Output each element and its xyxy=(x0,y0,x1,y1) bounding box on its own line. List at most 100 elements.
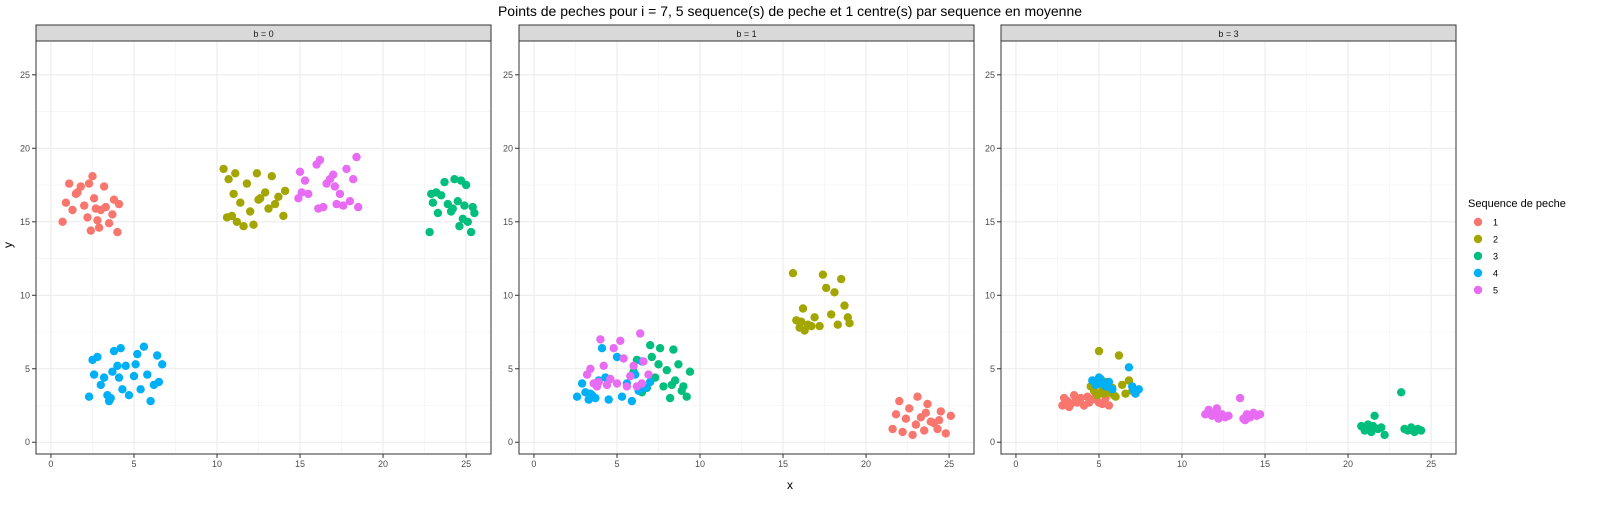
legend-label: 5 xyxy=(1493,286,1498,296)
data-point xyxy=(1224,411,1233,420)
data-point xyxy=(88,172,97,181)
series-5 xyxy=(1201,393,1265,425)
y-tick-label: 0 xyxy=(990,437,995,447)
data-point xyxy=(84,392,94,401)
x-axis-label: x xyxy=(787,478,793,492)
data-point xyxy=(354,202,363,212)
data-point xyxy=(923,399,932,409)
data-point xyxy=(222,213,232,222)
data-point xyxy=(274,192,283,201)
y-axis-label: y xyxy=(1,242,15,248)
data-point xyxy=(1064,402,1074,412)
facet-strip-label: b = 1 xyxy=(736,29,756,39)
data-point xyxy=(329,170,338,179)
data-point xyxy=(577,379,587,388)
x-tick-label: 5 xyxy=(1096,459,1101,469)
y-tick-label: 10 xyxy=(503,290,513,300)
data-point xyxy=(456,176,466,185)
data-point xyxy=(99,373,109,382)
facet-panel: b = 0 0 5 10 15 20 25 0 5 10 15 20 25 xyxy=(20,24,492,469)
data-point xyxy=(920,426,929,435)
data-point xyxy=(1370,411,1379,420)
data-point xyxy=(646,377,655,387)
data-point xyxy=(1235,393,1245,403)
data-point xyxy=(453,197,462,206)
data-point xyxy=(300,176,310,185)
data-point xyxy=(108,367,117,376)
data-point xyxy=(626,371,635,381)
data-point xyxy=(1129,386,1139,395)
data-point xyxy=(236,198,245,207)
data-point xyxy=(113,227,122,237)
data-point xyxy=(627,396,637,406)
data-point xyxy=(121,361,130,370)
legend-key xyxy=(1473,268,1483,278)
data-point xyxy=(946,411,955,420)
series-3 xyxy=(1357,388,1426,440)
data-point xyxy=(254,195,263,204)
data-point xyxy=(114,373,124,382)
data-point xyxy=(604,395,613,404)
data-point xyxy=(242,179,252,188)
data-point xyxy=(908,430,917,440)
y-tick-label: 0 xyxy=(25,437,30,447)
data-point xyxy=(154,377,164,387)
data-point xyxy=(662,366,671,375)
legend-entry: 1 xyxy=(1473,218,1498,228)
data-point xyxy=(93,216,102,225)
data-point xyxy=(455,222,464,231)
data-point xyxy=(99,182,109,191)
data-point xyxy=(143,370,152,379)
data-point xyxy=(68,205,77,215)
series-5 xyxy=(582,329,653,391)
legend-label: 3 xyxy=(1493,252,1498,262)
data-point xyxy=(229,189,238,199)
data-point xyxy=(674,360,683,369)
chart-title: Points de peches pour i = 7, 5 sequence(… xyxy=(498,3,1082,19)
data-point xyxy=(279,211,288,221)
data-point xyxy=(655,344,665,353)
plot-background xyxy=(36,41,491,454)
data-point xyxy=(1099,389,1109,398)
data-point xyxy=(264,204,273,213)
x-tick-label: 0 xyxy=(531,459,536,469)
data-point xyxy=(345,197,355,206)
data-point xyxy=(1118,380,1127,390)
data-point xyxy=(86,226,96,235)
data-point xyxy=(158,360,167,369)
data-point xyxy=(667,380,676,390)
data-point xyxy=(901,414,911,423)
x-tick-label: 25 xyxy=(944,459,954,469)
data-point xyxy=(463,217,472,226)
data-point xyxy=(153,351,162,360)
data-point xyxy=(637,379,647,388)
data-point xyxy=(1240,416,1250,425)
y-tick-label: 10 xyxy=(985,290,995,300)
series-4 xyxy=(1088,363,1144,398)
data-point xyxy=(342,164,351,174)
x-tick-label: 15 xyxy=(295,459,305,469)
data-point xyxy=(131,360,140,369)
data-point xyxy=(911,420,921,429)
data-point xyxy=(349,175,358,184)
data-point xyxy=(232,217,242,226)
data-point xyxy=(101,202,110,212)
data-point xyxy=(470,208,479,218)
data-point xyxy=(797,317,806,326)
data-point xyxy=(1255,410,1265,419)
data-point xyxy=(304,189,313,199)
legend-entry: 5 xyxy=(1473,286,1498,296)
data-point xyxy=(295,167,305,176)
data-point xyxy=(80,201,89,210)
x-tick-label: 0 xyxy=(1013,459,1018,469)
data-point xyxy=(941,429,950,438)
y-tick-label: 25 xyxy=(503,70,513,80)
data-point xyxy=(1093,391,1102,400)
series-1 xyxy=(58,172,124,237)
data-point xyxy=(1368,421,1378,431)
series-2 xyxy=(788,269,854,335)
data-point xyxy=(1212,404,1222,413)
data-point xyxy=(330,182,340,191)
data-point xyxy=(1416,426,1426,435)
